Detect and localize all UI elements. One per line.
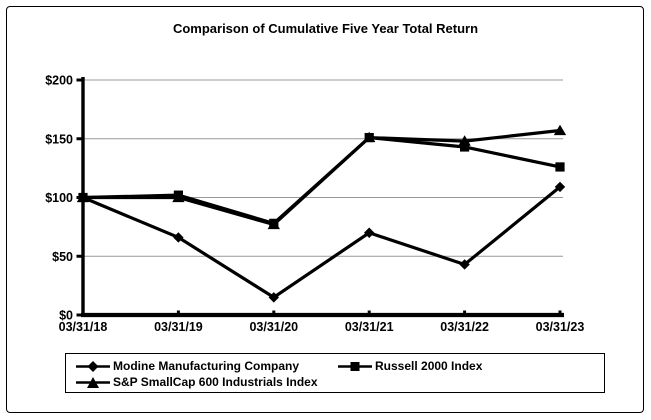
svg-text:03/31/18: 03/31/18	[59, 320, 108, 334]
legend-item-modine: Modine Manufacturing Company	[76, 359, 299, 373]
line-triangle-marker-icon	[76, 376, 110, 388]
svg-text:$0: $0	[59, 309, 73, 323]
legend-item-russell-2000: Russell 2000 Index	[338, 359, 482, 373]
svg-text:$150: $150	[45, 132, 73, 146]
svg-text:$50: $50	[52, 250, 73, 264]
chart-title: Comparison of Cumulative Five Year Total…	[172, 21, 479, 36]
svg-text:03/31/23: 03/31/23	[536, 320, 585, 334]
line-diamond-marker-icon	[76, 360, 110, 372]
legend-label-modine: Modine Manufacturing Company	[113, 359, 299, 373]
line-square-marker-icon	[338, 361, 372, 371]
svg-text:$100: $100	[45, 191, 73, 205]
legend: Modine Manufacturing Company Russell 200…	[65, 353, 605, 393]
legend-label-russell-2000: Russell 2000 Index	[375, 359, 483, 373]
svg-text:03/31/22: 03/31/22	[440, 320, 489, 334]
svg-text:03/31/21: 03/31/21	[345, 320, 394, 334]
svg-text:$200: $200	[45, 74, 73, 88]
svg-text:03/31/19: 03/31/19	[154, 320, 203, 334]
legend-label-sp-smallcap-600-industrials: S&P SmallCap 600 Industrials Index	[113, 375, 318, 389]
svg-text:03/31/20: 03/31/20	[249, 320, 298, 334]
legend-item-sp-smallcap-600-industrials: S&P SmallCap 600 Industrials Index	[76, 375, 318, 389]
